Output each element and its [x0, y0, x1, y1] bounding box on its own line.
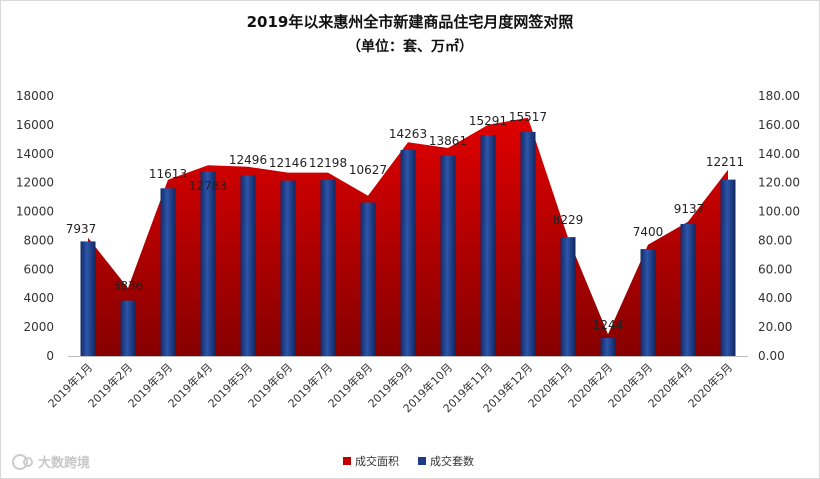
data-label-14: 1244 [593, 318, 624, 332]
bar-3 [160, 188, 176, 356]
data-label-15: 7400 [633, 225, 664, 239]
right-tick-label-0: 0.00 [758, 349, 785, 363]
data-label-6: 12146 [269, 156, 307, 170]
left-tick-label-4: 8000 [23, 233, 54, 247]
bar-6 [280, 180, 296, 356]
left-tick-label-3: 6000 [23, 262, 54, 276]
right-axis-ticks: 0.00 20.00 40.00 60.00 80.00 100.00 120.00 140.… [758, 89, 800, 363]
left-axis-ticks: 0 2000 4000 6000 8000 10000 12000 14000 16000 180… [16, 89, 54, 363]
right-tick-label-1: 20.00 [758, 320, 792, 334]
data-label-11: 15291 [469, 114, 507, 128]
bar-10 [440, 155, 456, 356]
data-label-4: 12783 [189, 179, 227, 193]
bar-8 [360, 202, 376, 356]
bar-4 [200, 171, 216, 356]
data-label-16: 9137 [674, 202, 705, 216]
left-tick-label-1: 2000 [23, 320, 54, 334]
bar-14 [600, 338, 616, 356]
data-label-7: 12198 [309, 156, 347, 170]
bar-2 [120, 300, 136, 356]
data-label-1: 7937 [66, 222, 97, 236]
left-tick-label-8: 16000 [16, 118, 54, 132]
bar-series [80, 131, 736, 356]
data-label-5: 12496 [229, 153, 267, 167]
left-tick-label-2: 4000 [23, 291, 54, 305]
bar-9 [400, 150, 416, 356]
data-label-13: 8229 [553, 213, 584, 227]
right-tick-label-5: 100.00 [758, 205, 800, 219]
data-label-8: 10627 [349, 163, 387, 177]
bar-7 [320, 179, 336, 356]
right-tick-label-8: 160.00 [758, 118, 800, 132]
right-tick-label-6: 120.00 [758, 176, 800, 190]
bar-1 [80, 241, 96, 356]
left-tick-label-5: 10000 [16, 205, 54, 219]
left-tick-label-9: 18000 [16, 89, 54, 103]
data-label-9: 14263 [389, 127, 427, 141]
ring-logo-icon [12, 454, 33, 470]
left-tick-label-7: 14000 [16, 147, 54, 161]
left-tick-label-6: 12000 [16, 176, 54, 190]
data-label-3: 11613 [149, 167, 187, 181]
right-tick-label-2: 40.00 [758, 291, 792, 305]
legend-label-area: 成交面积 [355, 454, 399, 468]
data-label-10: 13861 [429, 134, 467, 148]
data-label-17: 12211 [706, 155, 744, 169]
data-label-12: 15517 [509, 110, 547, 124]
legend: 成交面积 成交套数 [343, 454, 474, 468]
bar-13 [560, 237, 576, 356]
data-label-2: 3836 [113, 279, 144, 293]
right-tick-label-4: 80.00 [758, 233, 792, 247]
chart-subtitle: （单位：套、万㎡） [347, 38, 473, 55]
bar-11 [480, 135, 496, 356]
right-tick-label-3: 60.00 [758, 262, 792, 276]
bar-16 [680, 224, 696, 356]
right-tick-label-7: 140.00 [758, 147, 800, 161]
legend-swatch-bar [418, 457, 426, 465]
left-tick-label-0: 0 [46, 349, 54, 363]
right-tick-label-9: 180.00 [758, 89, 800, 103]
legend-swatch-area [343, 457, 351, 465]
chart-title: 2019年以来惠州全市新建商品住宅月度网签对照 [247, 13, 574, 31]
bar-12 [520, 131, 536, 356]
bar-17 [720, 179, 736, 356]
watermark: 大数跨境 [12, 454, 90, 471]
watermark-text: 大数跨境 [38, 455, 90, 471]
bar-5 [240, 175, 256, 356]
legend-label-bar: 成交套数 [430, 454, 474, 468]
bar-15 [640, 249, 656, 356]
